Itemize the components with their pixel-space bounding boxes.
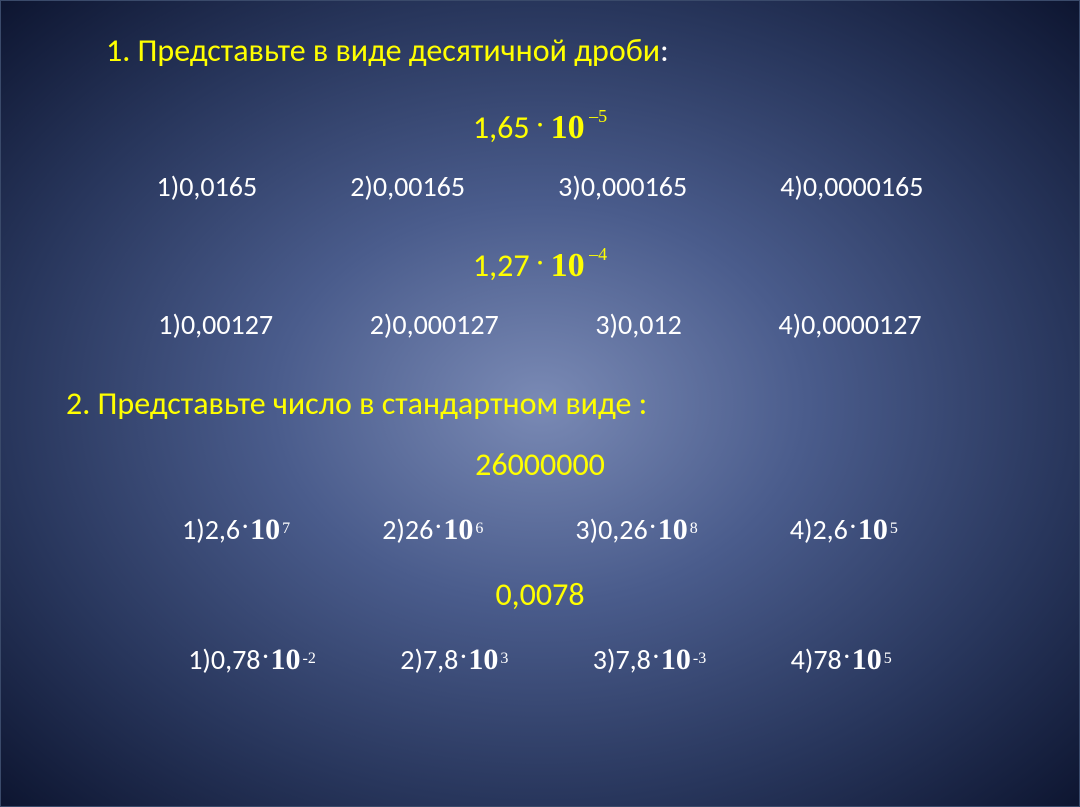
q3-option-4: 4) 2,6 ·10 5 — [790, 512, 898, 547]
q1-options: 1)0,0165 2) 0,00165 3) 0,000165 4) 0,000… — [66, 169, 1014, 204]
dot-icon: · — [653, 641, 659, 670]
q1-option-1: 1)0,0165 — [157, 169, 258, 204]
q3-number: 26000000 — [66, 445, 1014, 484]
section2-title: Представьте число в стандартном виде : — [98, 384, 648, 423]
section2-heading: 2. Представьте число в стандартном виде … — [66, 384, 1014, 423]
q3-option-3: 3) 0,26 ·10 8 — [575, 512, 697, 547]
dot-icon: · — [537, 107, 544, 139]
dot-icon: · — [537, 245, 544, 277]
q1-coef: 1,65 — [473, 108, 537, 147]
dot-icon: · — [435, 511, 441, 540]
section1-heading: 1. Представьте в виде десятичной дроби: — [106, 31, 1014, 70]
q3-options: 1)2,6 ·10 7 2) 26 ·10 6 3) 0,26 ·10 8 4)… — [66, 512, 1014, 547]
section1-title: Представьте в виде десятичной дроби — [138, 31, 661, 70]
q2-option-1: 1) 0,00127 — [158, 307, 273, 342]
dot-icon: · — [650, 511, 656, 540]
q2-option-4: 4) 0,0000127 — [778, 307, 921, 342]
q4-option-1: 1)0,78 ·10 -2 — [188, 642, 316, 677]
dot-icon: · — [262, 641, 268, 670]
section1-number: 1. — [106, 31, 130, 70]
q2-option-2: 2) 0,000127 — [370, 307, 499, 342]
q2-option-3: 3) 0,012 — [595, 307, 681, 342]
q1-option-4: 4) 0,0000165 — [780, 169, 923, 204]
q2-base: 10 — [551, 247, 585, 284]
dot-icon: · — [850, 511, 856, 540]
q1-option-2: 2) 0,00165 — [350, 169, 465, 204]
q2-expression: 1,27 · 10 –4 — [66, 246, 1014, 285]
dot-icon: · — [460, 641, 466, 670]
q3-option-2: 2) 26 ·10 6 — [382, 512, 483, 547]
q1-base: 10 — [551, 109, 585, 146]
q4-options: 1)0,78 ·10 -2 2) 7,8 ·10 3 3) 7,8 ·10 -3… — [66, 642, 1014, 677]
dot-icon: · — [242, 511, 248, 540]
q1-option-3: 3) 0,000165 — [558, 169, 687, 204]
q2-exp: –4 — [585, 244, 608, 264]
q1-exp: –5 — [585, 106, 608, 126]
slide: 1. Представьте в виде десятичной дроби: … — [1, 1, 1079, 727]
dot-icon: · — [844, 641, 850, 670]
q4-option-2: 2) 7,8 ·10 3 — [400, 642, 508, 677]
q4-option-4: 4) 78 ·10 5 — [791, 642, 892, 677]
q3-option-1: 1)2,6 ·10 7 — [182, 512, 290, 547]
q2-coef: 1,27 — [473, 246, 537, 285]
q4-number: 0,0078 — [66, 575, 1014, 614]
section2-number: 2. — [66, 384, 90, 423]
section1-colon: : — [660, 31, 669, 70]
q1-expression: 1,65 · 10 –5 — [66, 108, 1014, 147]
q2-options: 1) 0,00127 2) 0,000127 3) 0,012 4) 0,000… — [66, 307, 1014, 342]
q4-option-3: 3) 7,8 ·10 -3 — [593, 642, 706, 677]
